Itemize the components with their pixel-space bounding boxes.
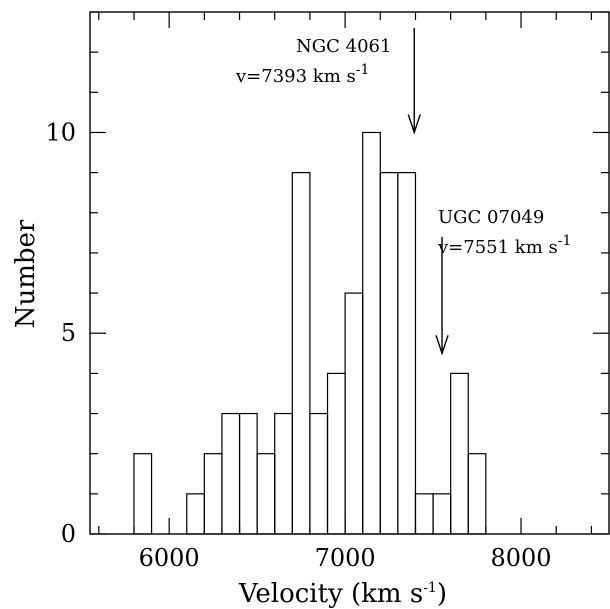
axes-frame — [89, 11, 610, 535]
y-axis-title: Number — [11, 219, 41, 328]
histogram-bar — [309, 412, 329, 535]
histogram-bar — [238, 412, 258, 535]
histogram-bar — [186, 493, 205, 535]
histogram-bar — [450, 372, 469, 535]
histogram-bar — [379, 172, 399, 535]
histogram-bar — [274, 412, 293, 535]
histogram-bar — [221, 412, 241, 535]
plot-frame — [89, 11, 610, 535]
tick-labels: 6000 7000 8000 0 5 10 — [45, 118, 551, 572]
y-tick-label: 5 — [61, 319, 76, 347]
annotation-arrow-head — [435, 335, 449, 356]
histogram-bar — [133, 453, 153, 535]
annotations: NGC 4061 v=7393 km s-1 UGC 07049 v=7551 km … — [235, 28, 571, 356]
y-tick-label: 10 — [45, 118, 76, 146]
x-tick-label: 7000 — [315, 544, 376, 572]
y-tick-label: 0 — [61, 520, 76, 548]
x-axis-title: Velocity (km s-1) — [238, 579, 447, 609]
histogram-bars — [133, 131, 487, 535]
histogram-bar — [414, 493, 434, 535]
histogram-bar — [203, 453, 223, 535]
histogram-bar — [362, 131, 381, 535]
annotation-label: UGC 07049 — [438, 207, 544, 228]
annotation-label: NGC 4061 — [296, 36, 391, 57]
x-tick-label: 8000 — [490, 544, 551, 572]
annotation-velocity: v=7393 km s-1 — [235, 62, 369, 87]
histogram-bar — [256, 453, 276, 535]
histogram-bar — [397, 172, 417, 535]
histogram-bar — [291, 172, 311, 535]
histogram-bar — [432, 493, 452, 535]
x-tick-label: 6000 — [139, 544, 200, 572]
axis-ticks — [90, 11, 609, 535]
histogram-bar — [467, 453, 487, 535]
histogram-bar — [344, 292, 364, 535]
annotation-arrow-head — [407, 114, 421, 135]
annotation-velocity: v=7551 km s-1 — [437, 233, 571, 258]
histogram-bar — [326, 372, 346, 535]
